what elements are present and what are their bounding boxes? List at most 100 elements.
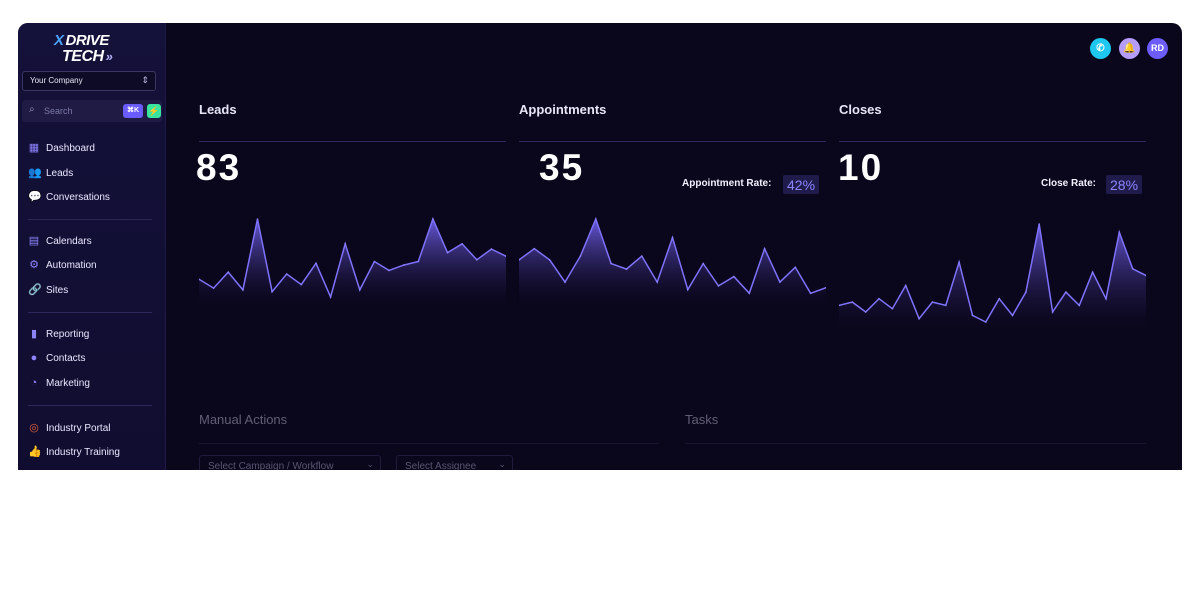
nav-label: Dashboard [46, 142, 95, 154]
assignee-select[interactable]: Select Assignee ⌄ [396, 455, 513, 470]
chart-point [918, 317, 920, 320]
chart-point [1091, 271, 1094, 273]
dashboard-icon: ▦ [28, 142, 40, 154]
nav-item-reporting[interactable]: ▮ Reporting [28, 325, 89, 343]
chart-point [1131, 268, 1134, 270]
chart-point [1105, 297, 1107, 300]
chart-point [1051, 311, 1054, 313]
sidebar: X DRIVE TECH» Your Company ⇕ ⌕ Search ⌘K … [18, 23, 166, 470]
appointments-count: 35 [539, 147, 585, 188]
chart-point [564, 281, 566, 283]
chart-point [595, 218, 597, 220]
campaign-select[interactable]: Select Campaign / Workflow ⌄ [199, 455, 381, 470]
chart-point [1118, 231, 1121, 234]
search-bar[interactable]: ⌕ Search ⌘K ⚡ [22, 100, 162, 122]
nav-item-conversations[interactable]: 💬 Conversations [28, 188, 110, 206]
chart-point [839, 304, 840, 307]
campaign-select-value: Select Campaign / Workflow [208, 461, 334, 470]
appointments-divider [519, 141, 826, 142]
chart-point [417, 260, 420, 263]
chart-point [656, 281, 658, 283]
nav-label: Calendars [46, 235, 92, 247]
nav-item-calendars[interactable]: ▤ Calendars [28, 232, 92, 250]
chart-point [702, 262, 704, 265]
x-mark: X [54, 32, 64, 49]
chart-point [904, 284, 907, 287]
chart-point [315, 262, 317, 265]
company-select[interactable]: Your Company ⇕ [22, 71, 156, 91]
chart-point [794, 266, 797, 269]
chart-point [998, 297, 1000, 300]
leads-divider [199, 141, 506, 142]
chart-point [271, 290, 273, 293]
chart-point [402, 264, 405, 266]
nav-item-dashboard[interactable]: ▦ Dashboard [28, 139, 95, 157]
nav-item-automation[interactable]: ⚙ Automation [28, 256, 97, 274]
nav-item-industry-portal[interactable]: ◎ Industry Portal [28, 419, 110, 437]
chart-point [931, 301, 934, 303]
avatar[interactable]: RD [1147, 38, 1168, 59]
chart-point [579, 255, 582, 257]
nav-divider [28, 219, 152, 220]
closes-divider [839, 141, 1146, 142]
nav-label: Sites [46, 284, 69, 296]
nav-item-industry-training[interactable]: 👍 Industry Training [28, 443, 120, 461]
chart-point [779, 281, 781, 283]
manual-actions-divider [199, 443, 659, 444]
phone-icon[interactable]: ✆ [1090, 38, 1111, 59]
chat-icon: 💬 [28, 191, 42, 203]
nav-item-contacts[interactable]: ● Contacts [28, 349, 86, 367]
nav-label: Marketing [46, 377, 90, 389]
chart-point [1078, 304, 1081, 307]
chart-point [359, 289, 361, 291]
nav-item-leads[interactable]: 👥 Leads [28, 164, 73, 182]
nav-label: Conversations [46, 191, 110, 203]
chart-point [300, 283, 303, 286]
nav-label: Industry Training [46, 446, 120, 458]
chart-point [285, 273, 288, 275]
nav-item-sites[interactable]: 🔗 Sites [28, 281, 68, 299]
chart-point [548, 259, 551, 261]
chevron-down-icon: ⌄ [498, 459, 506, 469]
brand-line-1: DRIVE [65, 32, 110, 49]
gears-icon: ⚙ [29, 259, 39, 271]
closes-count: 10 [838, 147, 884, 188]
chart-point [533, 247, 536, 250]
chart-line [839, 223, 1146, 323]
calendar-icon: ▤ [28, 235, 40, 247]
chart-point [878, 297, 880, 300]
brand-line-2: TECH [62, 48, 104, 65]
chart-point [717, 285, 720, 287]
thumbs-up-icon: 👍 [28, 446, 42, 458]
brand-logo[interactable]: X DRIVE TECH» [54, 33, 134, 69]
chart-point [256, 218, 259, 220]
brand-arrows: » [105, 49, 113, 64]
chart-point [687, 288, 689, 291]
chart-point [671, 236, 674, 239]
bell-icon[interactable]: 🔔 [1119, 38, 1140, 59]
search-input[interactable]: Search [44, 106, 73, 116]
chart-point [864, 311, 867, 313]
nav-item-marketing[interactable]: ◔ Marketing [28, 374, 90, 392]
bar-chart-icon: ▮ [30, 328, 38, 340]
shortcut-badge: ⌘K [123, 104, 143, 118]
appointments-title: Appointments [519, 102, 607, 117]
chart-point [388, 269, 390, 272]
chart-point [809, 292, 812, 295]
chart-point [1025, 291, 1027, 293]
manual-actions-title: Manual Actions [199, 412, 288, 427]
chart-point [519, 259, 520, 261]
chart-point [825, 286, 826, 289]
chart-point [945, 304, 947, 307]
app-window: X DRIVE TECH» Your Company ⇕ ⌕ Search ⌘K … [18, 23, 1182, 470]
leads-count: 83 [196, 147, 242, 188]
chart-point [242, 289, 244, 291]
chart-point [985, 321, 987, 323]
nav-divider [28, 312, 152, 313]
tasks-divider [685, 443, 1146, 444]
appointment-rate-value: 42% [783, 175, 820, 194]
chart-point [212, 287, 215, 289]
chart-point [958, 261, 960, 263]
company-select-value: Your Company [30, 76, 83, 85]
bolt-icon[interactable]: ⚡ [147, 104, 161, 118]
